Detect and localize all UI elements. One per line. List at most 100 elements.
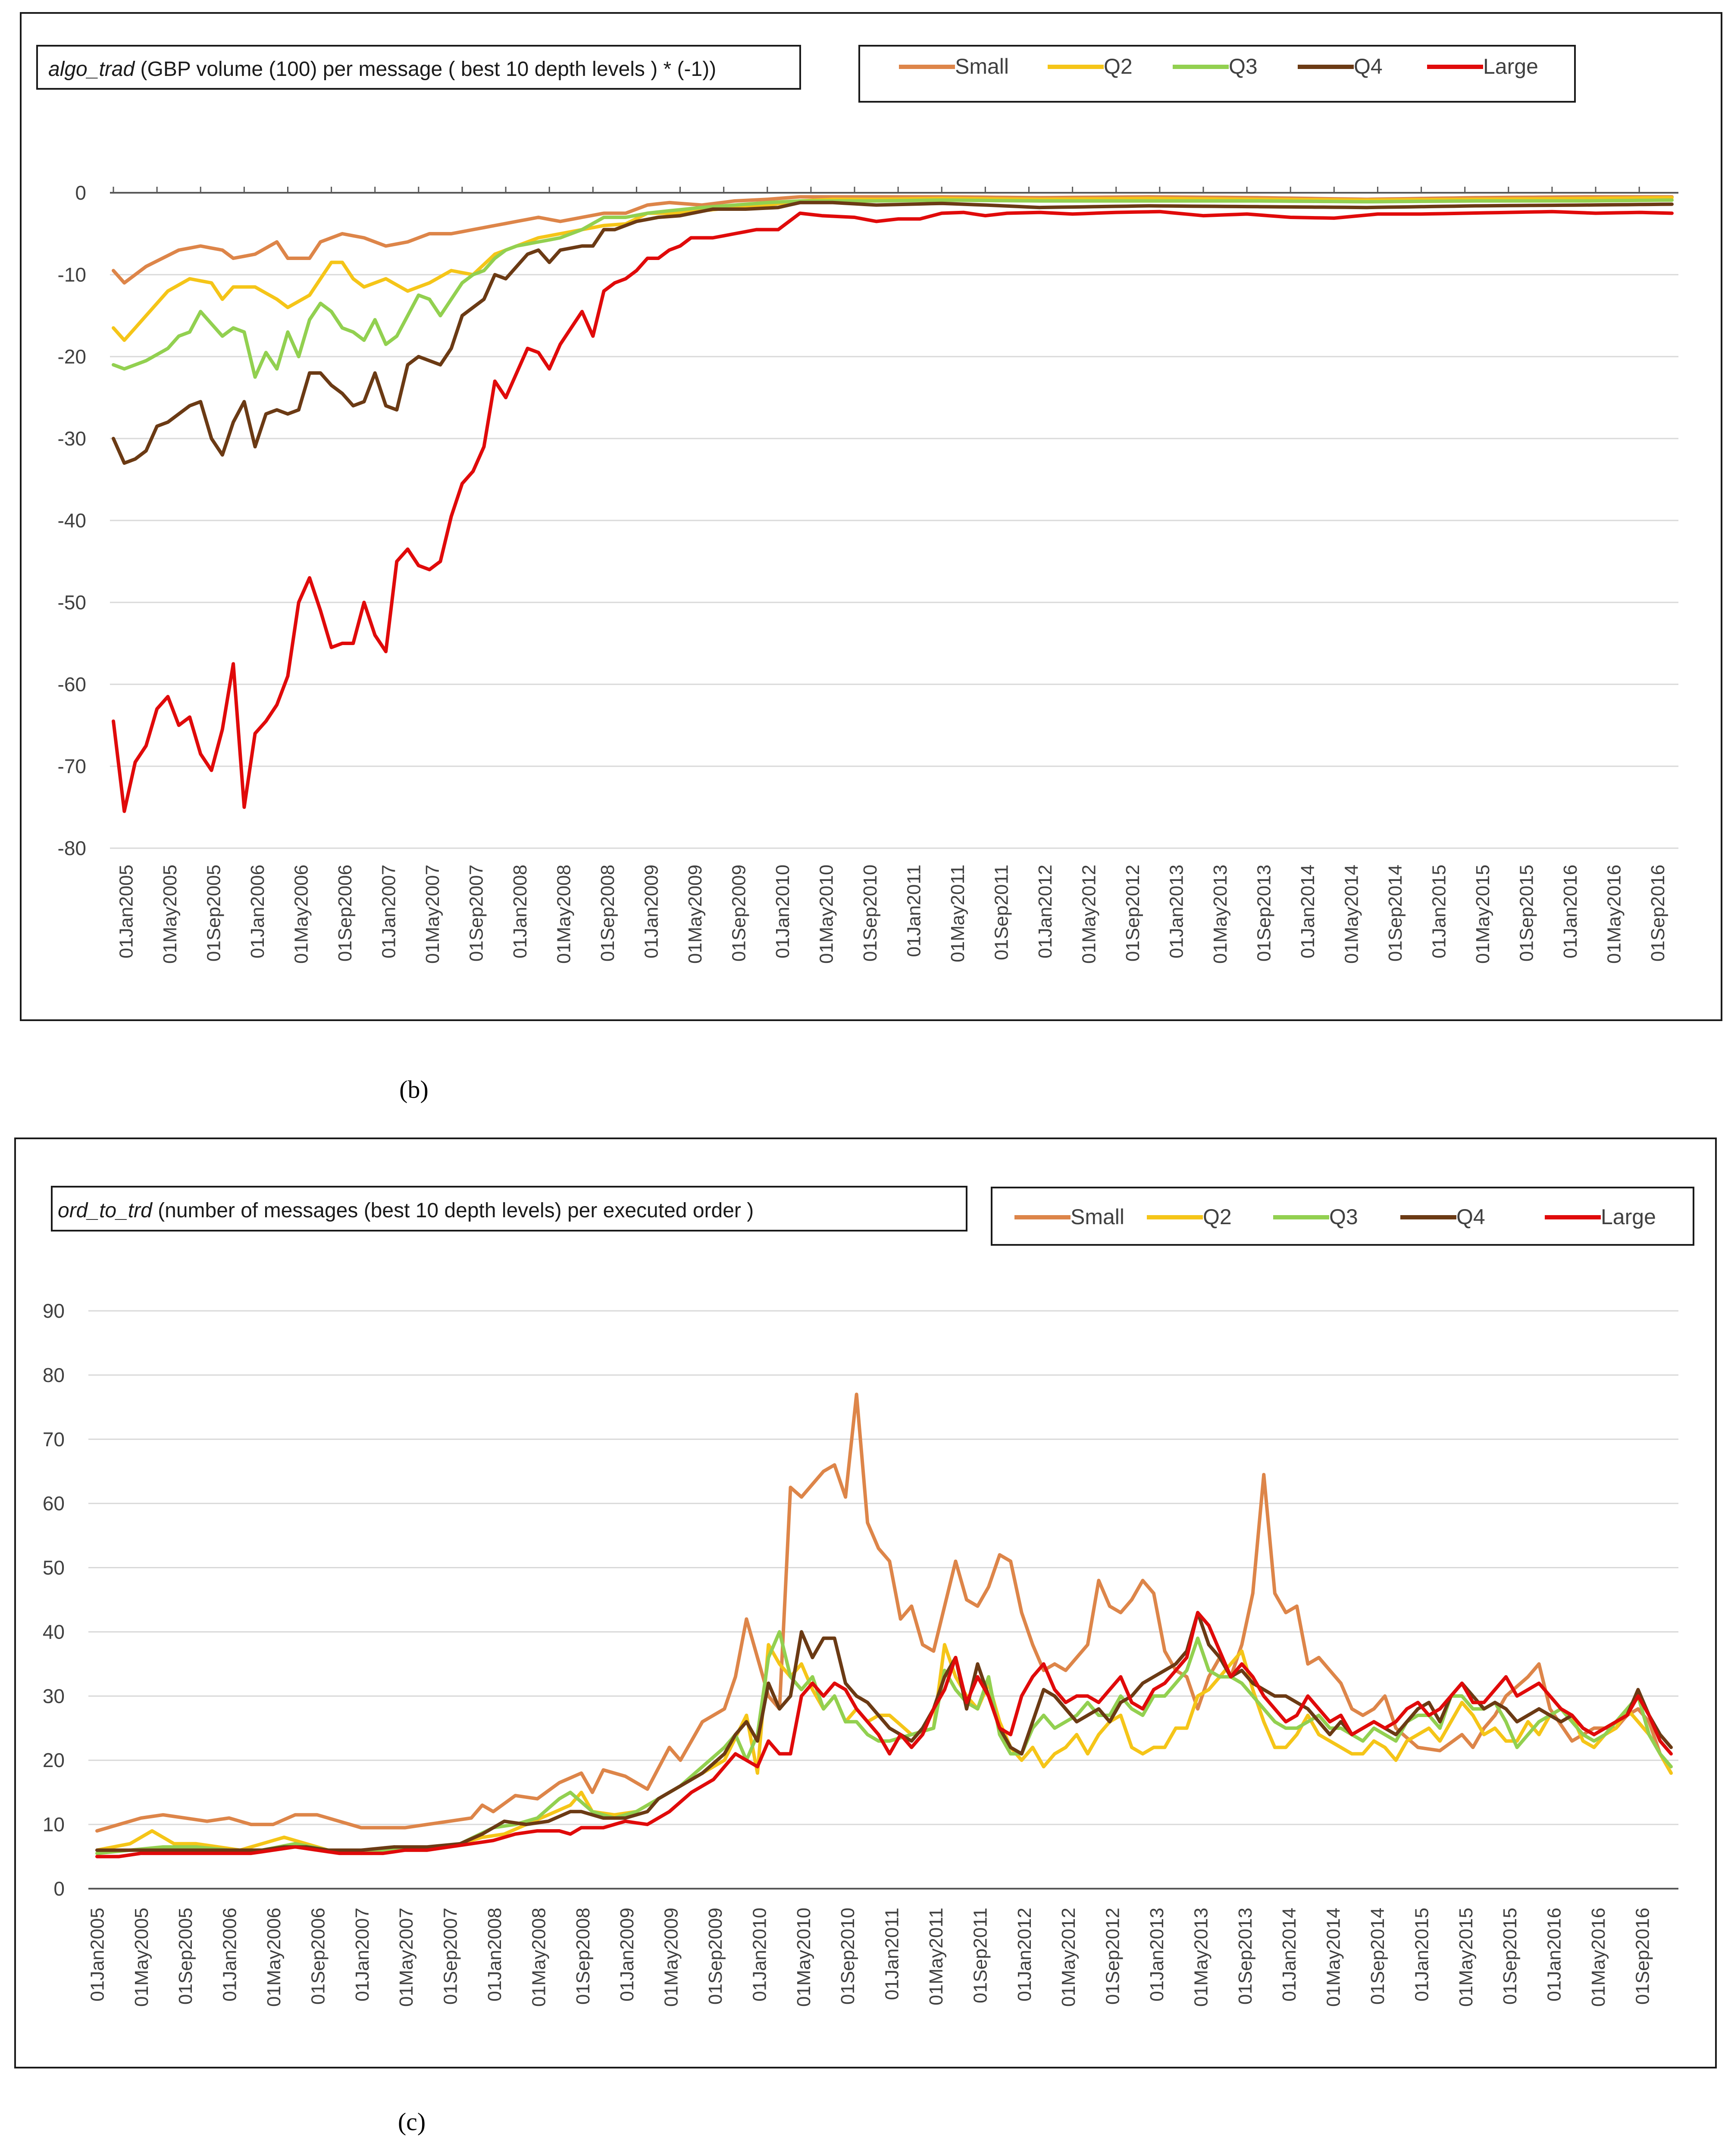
x-tick-label: 01Jan2008 (484, 1908, 505, 2002)
x-tick-label: 01Jan2005 (116, 865, 137, 959)
x-tick-label: 01Jan2016 (1544, 1908, 1565, 2002)
chart-title-description: (number of messages (best 10 depth level… (152, 1199, 754, 1222)
x-tick-label: 01Sep2007 (466, 865, 487, 962)
x-tick-label: 01Sep2006 (307, 1908, 329, 2005)
x-tick-label: 01Jan2008 (510, 865, 531, 959)
panel-label-c: (c) (398, 2108, 426, 2136)
x-tick-label: 01May2011 (947, 865, 968, 962)
x-tick-label: 01Jan2007 (378, 865, 399, 959)
x-tick-label: 01Sep2008 (597, 865, 618, 962)
x-tick-label: 01May2006 (291, 865, 312, 964)
legend-label: Q2 (1104, 54, 1133, 78)
y-tick-label: 30 (43, 1685, 65, 1707)
y-tick-label: 50 (43, 1557, 65, 1579)
x-tick-label: 01Sep2011 (970, 1908, 991, 2003)
x-tick-label: 01Sep2016 (1632, 1908, 1653, 2005)
x-tick-label: 01May2009 (685, 865, 706, 964)
y-tick-label: 0 (75, 182, 86, 204)
x-tick-label: 01Sep2014 (1367, 1908, 1388, 2005)
x-tick-label: 01Jan2009 (641, 865, 662, 959)
x-tick-label: 01May2010 (793, 1908, 814, 2007)
x-tick-label: 01Sep2016 (1647, 865, 1669, 962)
chart-title-description: (GBP volume (100) per message ( best 10 … (135, 58, 716, 81)
x-tick-label: 01Sep2005 (203, 865, 224, 962)
x-tick-label: 01Jan2006 (219, 1908, 241, 2002)
x-tick-label: 01May2005 (160, 865, 181, 964)
y-tick-label: 0 (53, 1877, 65, 1900)
chart-panel-b: 0 -10 -20 -30 -40 -50 -60 -70 -80 01Jan2005 01May2… (20, 12, 1722, 1021)
y-tick-label: -20 (58, 345, 86, 368)
x-tick-label: 01Sep2010 (860, 865, 881, 962)
series-line-q4 (112, 201, 1674, 465)
x-tick-label: 01Sep2014 (1385, 865, 1406, 962)
x-tick-label: 01Jan2010 (749, 1908, 770, 2002)
y-tick-label: 20 (43, 1749, 65, 1771)
y-tick-label: 90 (43, 1300, 65, 1322)
legend-label: Q4 (1456, 1205, 1485, 1229)
x-tick-label: 01Jan2015 (1428, 865, 1449, 959)
x-tick-label: 01Jan2013 (1146, 1908, 1168, 2002)
x-tick-label: 01Sep2015 (1516, 865, 1537, 962)
y-tick-label: -80 (58, 837, 86, 859)
series-line-q4 (95, 1611, 1673, 1852)
x-tick-label: 01Jan2006 (247, 865, 268, 959)
x-tick-label: 01Jan2012 (1035, 865, 1056, 959)
x-tick-label: 01May2015 (1456, 1908, 1477, 2007)
x-tick-label: 01May2009 (661, 1908, 682, 2007)
legend-label: Q3 (1329, 1205, 1358, 1229)
x-tick-label: 01Jan2011 (882, 1908, 903, 2000)
x-tick-label: 01May2005 (131, 1908, 152, 2007)
x-tick-label: 01Jan2009 (617, 1908, 638, 2002)
x-tick-label: 01Sep2011 (991, 865, 1012, 960)
x-tick-label: 01May2013 (1210, 865, 1231, 964)
x-tick-label: 01May2012 (1058, 1908, 1079, 2007)
chart-title-variable: ord_to_trd (58, 1199, 153, 1222)
x-tick-label: 01May2007 (422, 865, 443, 964)
x-tick-label: 01May2016 (1588, 1908, 1609, 2007)
y-tick-label: -70 (58, 755, 86, 777)
x-tick-label: 01Sep2015 (1499, 1908, 1521, 2005)
y-tick-label: -30 (58, 427, 86, 450)
x-tick-label: 01Jan2007 (352, 1908, 373, 2002)
x-tick-label: 01Jan2014 (1297, 865, 1318, 959)
x-tick-label: 01Sep2009 (728, 865, 749, 962)
x-tick-label: 01Jan2010 (772, 865, 793, 959)
chart-frame (20, 12, 1722, 1021)
x-tick-label: 01Sep2013 (1253, 865, 1274, 962)
legend-box (858, 45, 1576, 103)
legend-label: Q2 (1203, 1205, 1232, 1229)
x-tick-label: 01May2010 (816, 865, 837, 964)
legend-label: Large (1483, 54, 1538, 78)
y-tick-label: -60 (58, 673, 86, 696)
legend-label: Q3 (1229, 54, 1258, 78)
legend-label: Small (1071, 1205, 1124, 1229)
x-tick-label: 01May2016 (1603, 865, 1625, 964)
x-tick-label: 01May2013 (1190, 1908, 1211, 2007)
x-tick-label: 01May2014 (1341, 865, 1362, 964)
x-tick-label: 01May2007 (396, 1908, 417, 2007)
x-tick-label: 01Sep2010 (837, 1908, 858, 2005)
chart-title: ord_to_trd (number of messages (best 10 … (58, 1199, 754, 1222)
x-tick-label: 01Jan2005 (87, 1908, 108, 2002)
x-tick-label: 01Sep2012 (1122, 865, 1143, 962)
x-tick-label: 01May2006 (263, 1908, 285, 2007)
x-tick-label: 01Sep2007 (440, 1908, 461, 2005)
panel-label-b: (b) (399, 1075, 429, 1103)
series-line-q3 (112, 198, 1674, 379)
legend-label: Large (1601, 1205, 1656, 1229)
y-tick-label: 10 (43, 1813, 65, 1836)
y-tick-label: 40 (43, 1620, 65, 1643)
x-tick-label: 01May2014 (1323, 1908, 1344, 2007)
x-tick-label: 01Sep2012 (1102, 1908, 1124, 2005)
y-tick-label: 80 (43, 1364, 65, 1386)
x-tick-label: 01Jan2011 (903, 865, 924, 957)
chart-title: algo_trad (GBP volume (100) per message … (48, 58, 716, 81)
chart-title-box (36, 45, 801, 90)
y-tick-label: 60 (43, 1492, 65, 1515)
x-tick-label: 01May2008 (528, 1908, 549, 2007)
legend-label: Small (955, 54, 1009, 78)
x-tick-label: 01May2011 (926, 1908, 947, 2006)
x-tick-label: 01May2012 (1078, 865, 1099, 964)
x-tick-label: 01Jan2012 (1014, 1908, 1035, 2002)
